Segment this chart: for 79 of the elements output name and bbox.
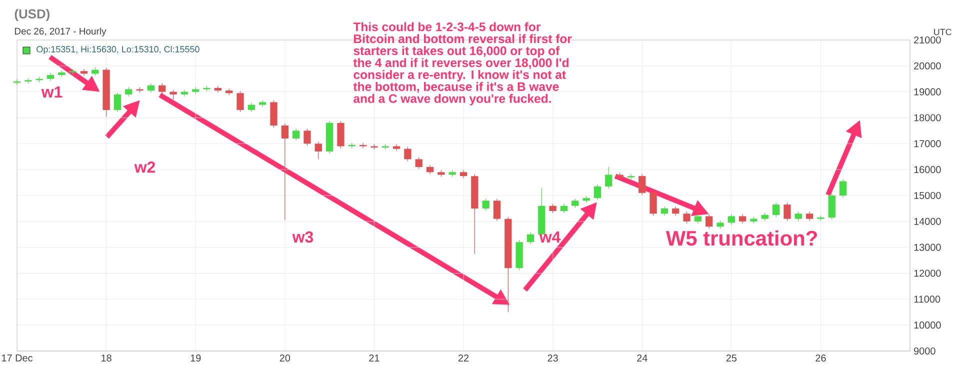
candlestick — [147, 82, 155, 93]
candlestick — [549, 203, 556, 214]
x-tick-label: 21 — [369, 354, 380, 362]
candlestick — [560, 203, 568, 214]
candlestick — [784, 202, 791, 222]
candlestick — [392, 144, 400, 152]
candlestick — [170, 89, 177, 100]
candlestick — [281, 123, 288, 220]
candlestick — [292, 128, 300, 141]
candlestick — [772, 202, 780, 218]
candlestick — [526, 232, 534, 245]
candlestick — [828, 193, 836, 220]
y-tick-label: 11000 — [914, 296, 940, 303]
candlestick — [794, 211, 802, 222]
y-tick-label: 14000 — [914, 218, 941, 225]
annotation: This could be 1-2-3-4-5 down for Bitcoin and bottom reversal if first for starters it takes out 16,000 or top of the 4 and if it reverses over 18,000 I'd consider a re-entry. I know it's not at the bottom, because if it's a B wave and a C wave down you're fucked. — [353, 22, 572, 106]
candlestick — [605, 166, 612, 189]
x-tick-label: 25 — [726, 354, 737, 362]
candlestick — [728, 214, 735, 226]
x-tick-label: 18 — [102, 354, 112, 362]
candlestick — [739, 214, 746, 224]
candlestick — [572, 198, 579, 208]
y-tick-label: 13000 — [914, 244, 941, 251]
y-tick-label: 20000 — [914, 62, 941, 70]
x-tick-label: 26 — [816, 354, 826, 362]
annotation: Op:15351, Hi:15630, Lo:15310, Cl:15550 — [36, 46, 200, 54]
candlestick — [80, 68, 88, 76]
candlestick — [337, 120, 344, 149]
candlestick — [482, 198, 490, 211]
candlestick — [214, 86, 222, 93]
y-tick-label: 17000 — [914, 140, 941, 148]
y-tick-label: 21000 — [914, 36, 941, 44]
candlestick — [650, 190, 657, 216]
candlestick — [839, 178, 847, 198]
candlestick — [627, 174, 635, 180]
candlestick — [180, 89, 188, 97]
candlestick — [248, 102, 255, 112]
candlestick — [493, 198, 501, 222]
candlestick — [415, 156, 422, 170]
y-tick-label: 16000 — [914, 166, 941, 174]
annotation: W5 truncation? — [666, 230, 817, 246]
annotation: w4 — [539, 232, 561, 242]
candlestick — [359, 142, 367, 149]
candlestick — [594, 184, 602, 200]
y-tick-label: 9000 — [914, 347, 936, 355]
annotation: w2 — [134, 161, 155, 173]
candlestick — [694, 214, 702, 224]
candlestick — [672, 206, 680, 216]
x-tick-label: 22 — [458, 354, 469, 362]
annotation: w1 — [41, 86, 62, 98]
chart-subtitle: Dec 26, 2017 - Hourly — [14, 28, 106, 36]
x-tick-label: 24 — [637, 354, 648, 362]
candlestick — [638, 174, 646, 196]
candlestick — [114, 92, 122, 112]
x-tick-label: 19 — [190, 354, 201, 362]
x-tick-label: 23 — [548, 354, 558, 362]
annotation: w3 — [292, 231, 314, 243]
candlestick — [304, 128, 311, 146]
candlestick — [13, 79, 21, 86]
candlestick — [270, 100, 278, 128]
y-tick-label: 10000 — [914, 322, 941, 329]
candlestick — [236, 90, 244, 112]
y-tick-label: 15000 — [914, 192, 941, 200]
candlestick — [660, 206, 668, 216]
candlestick — [683, 211, 690, 224]
chart-title: (USD) — [14, 8, 50, 22]
candlestick — [404, 146, 412, 162]
y-tick-label: 12000 — [914, 270, 941, 277]
candlestick — [158, 82, 166, 94]
text: UTC — [934, 28, 952, 36]
candlestick — [426, 164, 434, 175]
x-tick-label: 20 — [280, 354, 290, 362]
candlestick — [706, 214, 713, 229]
x-tick-label: 17 Dec — [2, 354, 33, 362]
candlestick — [125, 86, 132, 97]
candlestick — [806, 211, 814, 222]
candlestick — [314, 141, 322, 160]
y-tick-label: 18000 — [914, 114, 941, 122]
y-tick-label: 19000 — [914, 88, 941, 96]
